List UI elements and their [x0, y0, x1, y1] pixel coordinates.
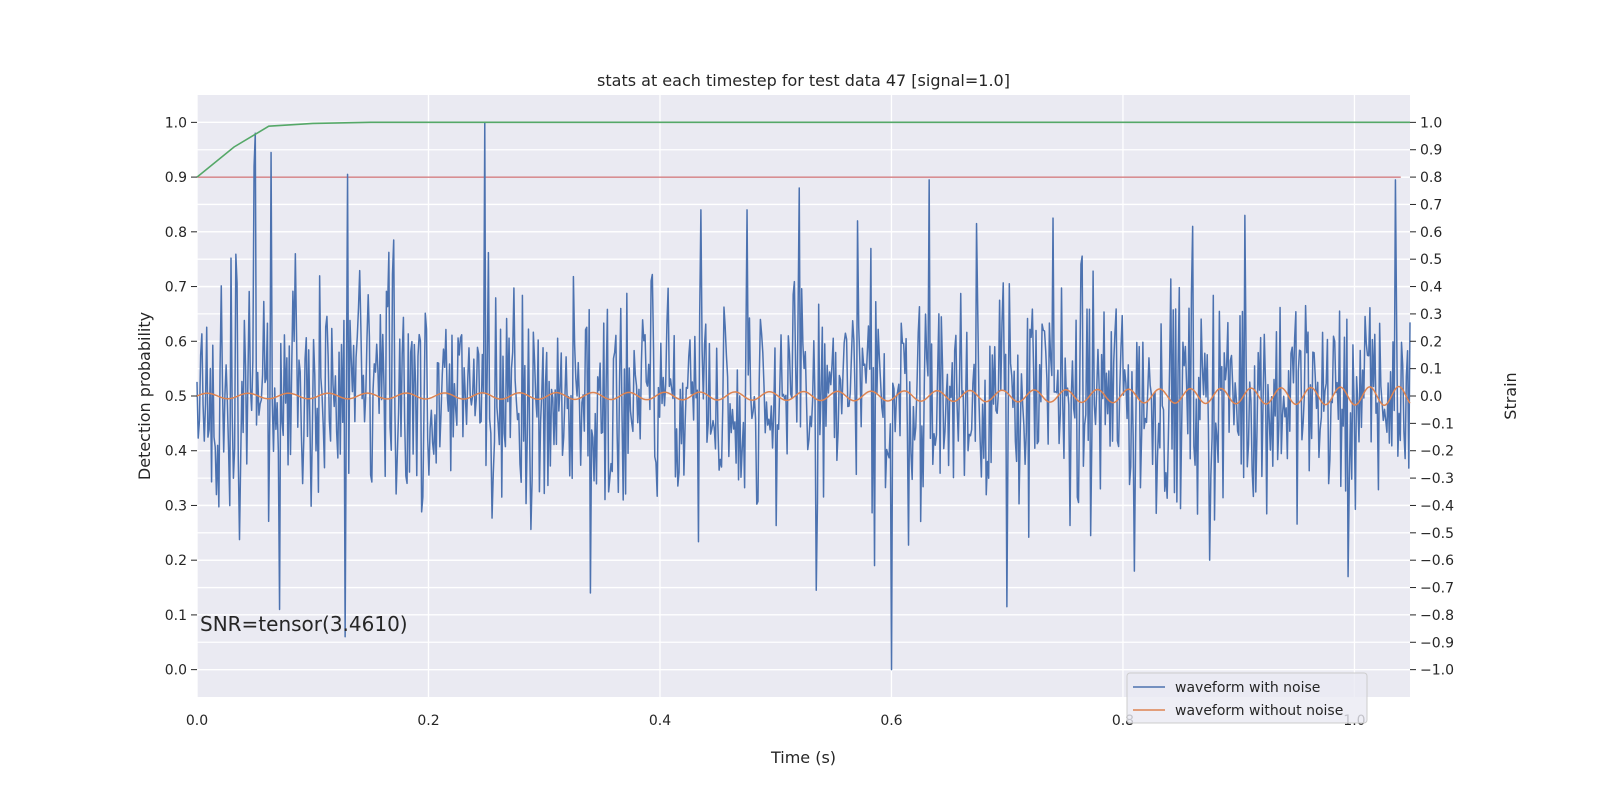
- right-tick-label: 1.0: [1420, 115, 1442, 131]
- right-tick-label: −0.2: [1420, 444, 1454, 460]
- series-waveform-with-noise: [196, 121, 1411, 671]
- x-tick-label: 0.0: [186, 713, 208, 729]
- right-y-axis: −1.0 −0.9 −0.8 −0.7 −0.6 −0.5 −0.4 −0.3 −0.2 −0.1…: [1410, 115, 1454, 679]
- right-tick-label: 0.1: [1420, 362, 1442, 378]
- right-tick-label: −1.0: [1420, 663, 1454, 679]
- right-tick-label: 0.3: [1420, 307, 1442, 323]
- series-detection-probability: [196, 121, 1410, 178]
- x-axis-label: Time (s): [770, 748, 836, 767]
- right-tick-label: 0.6: [1420, 225, 1442, 241]
- right-tick-label: −0.9: [1420, 635, 1454, 651]
- line-detection-probability: [196, 121, 1410, 178]
- right-tick-label: 0.0: [1420, 389, 1442, 405]
- x-tick-label: 0.2: [417, 713, 439, 729]
- left-tick-label: 0.5: [165, 389, 187, 405]
- legend: waveform with noise waveform without noi…: [1126, 672, 1368, 724]
- right-tick-label: 0.9: [1420, 143, 1442, 159]
- right-y-axis-label: Strain: [1501, 372, 1520, 419]
- series-waveform-without-noise: [196, 385, 1411, 407]
- right-tick-label: 0.4: [1420, 280, 1442, 296]
- left-tick-label: 0.4: [165, 444, 187, 460]
- right-tick-label: 0.7: [1420, 197, 1442, 213]
- right-tick-label: 0.8: [1420, 170, 1442, 186]
- right-tick-label: −0.6: [1420, 553, 1454, 569]
- x-tick-label: 0.4: [649, 713, 671, 729]
- left-tick-label: 0.6: [165, 334, 187, 350]
- left-tick-label: 0.1: [165, 608, 187, 624]
- legend-label-waveform-with-noise: waveform with noise: [1175, 680, 1320, 696]
- right-tick-label: −0.3: [1420, 471, 1454, 487]
- right-tick-label: 0.2: [1420, 334, 1442, 350]
- right-tick-label: −0.4: [1420, 498, 1454, 514]
- legend-box: [1126, 672, 1368, 724]
- left-tick-label: 0.0: [165, 663, 187, 679]
- left-tick-label: 0.2: [165, 553, 187, 569]
- left-y-axis-label: Detection probability: [135, 312, 154, 480]
- right-tick-label: −0.8: [1420, 608, 1454, 624]
- left-tick-label: 0.8: [165, 225, 187, 241]
- chart-title: stats at each timestep for test data 47 …: [597, 71, 1010, 90]
- right-tick-label: −0.7: [1420, 581, 1454, 597]
- right-tick-label: −0.1: [1420, 416, 1454, 432]
- left-y-axis: 0.0 0.1 0.2 0.3 0.4 0.5 0.6 0.7 0.8 0.9 1.0: [165, 115, 197, 679]
- snr-annotation: SNR=tensor(3.4610): [200, 612, 408, 636]
- x-tick-label: 0.6: [880, 713, 902, 729]
- left-tick-label: 0.7: [165, 280, 187, 296]
- left-tick-label: 0.3: [165, 498, 187, 514]
- line-waveform-without-noise: [196, 385, 1411, 407]
- line-waveform-with-noise: [196, 121, 1411, 671]
- left-tick-label: 0.9: [165, 170, 187, 186]
- right-tick-label: −0.5: [1420, 526, 1454, 542]
- left-tick-label: 1.0: [165, 115, 187, 131]
- right-tick-label: 0.5: [1420, 252, 1442, 268]
- legend-label-waveform-without-noise: waveform without noise: [1175, 703, 1343, 719]
